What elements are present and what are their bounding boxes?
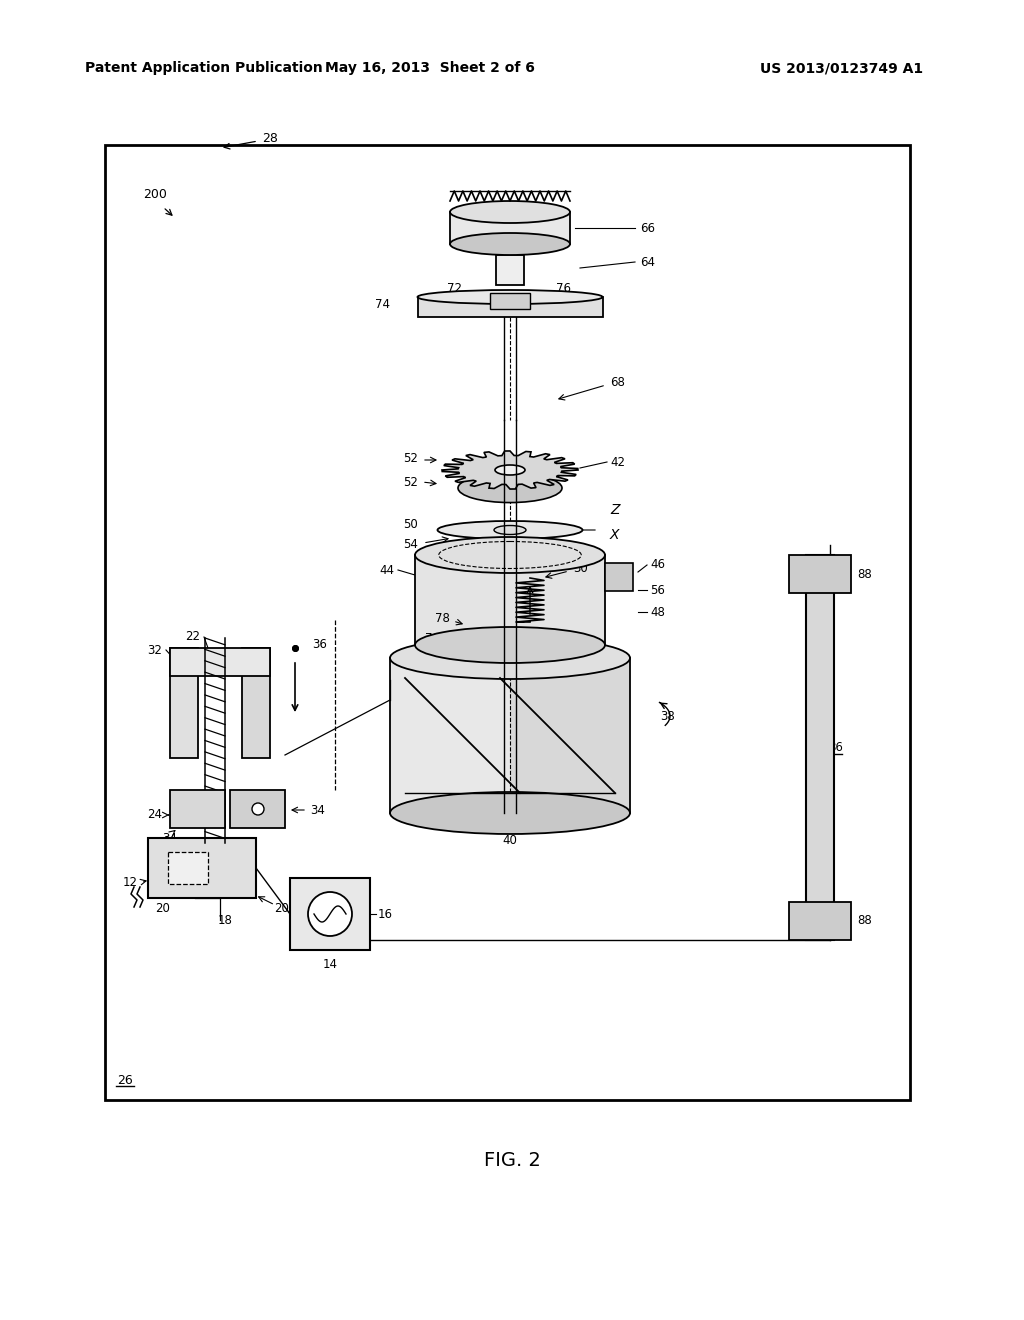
Ellipse shape bbox=[495, 465, 525, 475]
Text: 20: 20 bbox=[274, 902, 290, 915]
Text: 52: 52 bbox=[403, 451, 418, 465]
Text: 48: 48 bbox=[650, 606, 665, 619]
Bar bbox=[806, 554, 834, 940]
Bar bbox=[496, 255, 524, 285]
Text: 76: 76 bbox=[556, 282, 571, 296]
Text: May 16, 2013  Sheet 2 of 6: May 16, 2013 Sheet 2 of 6 bbox=[325, 61, 535, 75]
Text: X: X bbox=[610, 528, 620, 543]
Ellipse shape bbox=[450, 201, 570, 223]
Bar bbox=[510, 657, 630, 813]
Text: 200: 200 bbox=[143, 189, 167, 202]
Text: 70: 70 bbox=[425, 631, 440, 644]
Ellipse shape bbox=[390, 638, 630, 678]
Bar bbox=[105, 145, 910, 1100]
Bar bbox=[790, 554, 851, 593]
Bar bbox=[605, 564, 633, 591]
Bar bbox=[170, 789, 225, 828]
Text: 88: 88 bbox=[857, 915, 871, 928]
Text: 16: 16 bbox=[378, 908, 393, 920]
Ellipse shape bbox=[450, 234, 570, 255]
Text: 46: 46 bbox=[650, 558, 665, 572]
Text: 56: 56 bbox=[650, 583, 665, 597]
Bar bbox=[170, 648, 198, 758]
Text: 66: 66 bbox=[640, 222, 655, 235]
Ellipse shape bbox=[415, 627, 605, 663]
Text: 74: 74 bbox=[375, 298, 390, 312]
Text: 18: 18 bbox=[217, 913, 232, 927]
Text: 86: 86 bbox=[828, 741, 843, 754]
Text: 42: 42 bbox=[610, 455, 625, 469]
Bar bbox=[790, 902, 851, 940]
Text: 72: 72 bbox=[447, 282, 462, 296]
Text: FIG. 2: FIG. 2 bbox=[483, 1151, 541, 1170]
Ellipse shape bbox=[458, 474, 562, 503]
Bar bbox=[170, 648, 270, 676]
Text: 20: 20 bbox=[156, 902, 170, 915]
Text: 54: 54 bbox=[403, 537, 418, 550]
Bar bbox=[168, 851, 208, 884]
Circle shape bbox=[252, 803, 264, 814]
Ellipse shape bbox=[415, 537, 605, 573]
Bar bbox=[415, 554, 605, 645]
Text: 12: 12 bbox=[123, 875, 138, 888]
Polygon shape bbox=[442, 451, 578, 488]
Text: 88: 88 bbox=[857, 568, 871, 581]
Bar bbox=[242, 648, 270, 758]
Text: 78: 78 bbox=[435, 611, 450, 624]
Text: 30: 30 bbox=[573, 561, 588, 574]
Text: 52: 52 bbox=[403, 475, 418, 488]
Bar bbox=[390, 657, 510, 813]
Ellipse shape bbox=[494, 525, 526, 535]
Text: 68: 68 bbox=[610, 375, 625, 388]
Bar bbox=[490, 293, 530, 309]
Text: Patent Application Publication: Patent Application Publication bbox=[85, 61, 323, 75]
Text: 22: 22 bbox=[185, 631, 200, 644]
Text: 32: 32 bbox=[147, 644, 162, 656]
Text: US 2013/0123749 A1: US 2013/0123749 A1 bbox=[760, 61, 923, 75]
Text: 64: 64 bbox=[640, 256, 655, 268]
Bar bbox=[418, 297, 602, 317]
Ellipse shape bbox=[437, 521, 583, 539]
Text: 34: 34 bbox=[163, 832, 177, 845]
Text: 14: 14 bbox=[323, 957, 338, 970]
Bar bbox=[450, 213, 570, 244]
Text: 44: 44 bbox=[379, 564, 394, 577]
Bar bbox=[230, 789, 285, 828]
Circle shape bbox=[308, 892, 352, 936]
Ellipse shape bbox=[390, 792, 630, 834]
Bar bbox=[290, 878, 370, 950]
Bar bbox=[148, 838, 256, 898]
Text: 36: 36 bbox=[312, 639, 327, 652]
Text: 38: 38 bbox=[660, 710, 675, 722]
Text: 50: 50 bbox=[403, 517, 418, 531]
Text: 40: 40 bbox=[503, 834, 517, 847]
Text: Z: Z bbox=[610, 503, 620, 517]
Text: 26: 26 bbox=[117, 1073, 133, 1086]
Text: 28: 28 bbox=[262, 132, 278, 144]
Text: 34: 34 bbox=[310, 804, 325, 817]
Text: 24: 24 bbox=[147, 808, 162, 821]
Ellipse shape bbox=[418, 290, 602, 304]
